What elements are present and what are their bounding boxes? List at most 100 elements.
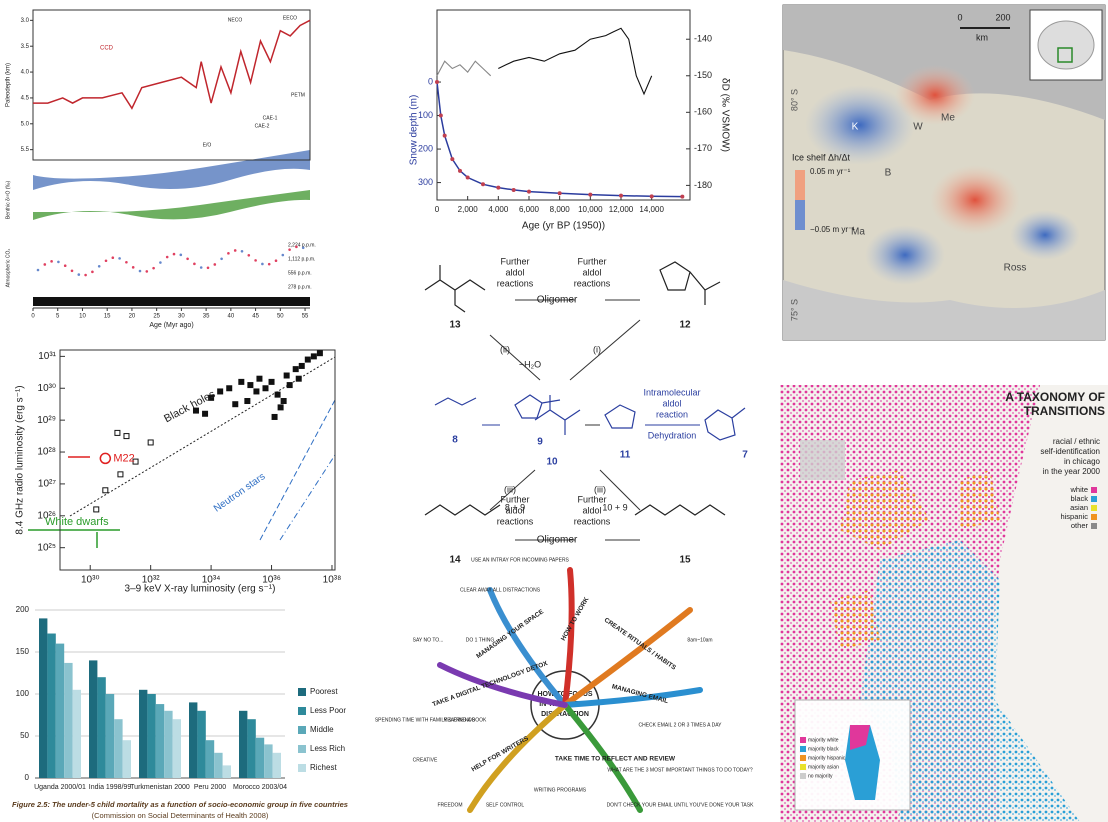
x-tick-label: 10,000 <box>578 205 603 214</box>
inset-legend-label: no majority <box>808 773 833 779</box>
co2-point <box>37 269 40 272</box>
step-label: (ii) <box>500 344 510 354</box>
compound-number: 15 <box>679 555 691 566</box>
x-tick-label: 10³⁸ <box>323 575 342 586</box>
black-hole-point <box>278 404 284 410</box>
bar <box>239 711 247 778</box>
bar <box>189 702 197 778</box>
co2-point <box>200 266 203 269</box>
black-hole-point <box>311 353 317 359</box>
event-label: CAE-1 <box>263 115 278 121</box>
map-blob <box>865 225 945 285</box>
bar <box>173 719 181 778</box>
co2-point <box>220 257 223 260</box>
x-tick-label: 25 <box>153 314 160 320</box>
co2-level: 2,224 p.p.m. <box>288 242 316 248</box>
m22-label: M22 <box>113 452 134 464</box>
series-point <box>450 157 454 161</box>
event-label: E/O <box>203 142 212 148</box>
molecule <box>605 405 635 428</box>
co2-point <box>105 259 108 262</box>
black-hole-point <box>253 388 259 394</box>
co2-point <box>288 248 291 251</box>
x-tick-label: 20 <box>129 314 136 320</box>
x-tick-label: 40 <box>228 314 235 320</box>
upper-limit-point <box>124 434 129 439</box>
x-tick-label: 30 <box>178 314 185 320</box>
legend-swatch <box>298 745 306 753</box>
place-label: Me <box>941 113 955 124</box>
black-hole-point <box>247 382 253 388</box>
co2-level: 1,112 p.p.m. <box>288 256 315 262</box>
x-tick-label: 14,000 <box>639 205 664 214</box>
co2-point <box>50 260 53 263</box>
y-tick-label: 10²⁷ <box>38 479 56 490</box>
co2-point <box>261 263 264 266</box>
latitude-label: 75° S <box>789 299 799 321</box>
caption: Figure 2.5: The under-5 child mortality … <box>12 800 348 809</box>
reaction-label: Intramolecular <box>643 387 700 397</box>
bar <box>273 753 281 778</box>
reaction-label: aldol <box>505 267 524 277</box>
reaction-label: aldol <box>505 505 524 515</box>
plot-frame <box>33 10 310 160</box>
mindmap-note: READING A BOOK <box>444 717 487 723</box>
molecule <box>660 262 720 305</box>
bar <box>206 740 214 778</box>
co2-point <box>159 261 162 264</box>
co2-level: 556 p.p.m. <box>288 270 312 276</box>
bar <box>156 704 164 778</box>
y-tick-label: 5.0 <box>21 121 30 127</box>
co2-point <box>125 261 128 264</box>
y2-axis-label: δD (‰ VSMOW) <box>719 78 730 152</box>
y-axis-label: Atmospheric CO₂ <box>5 249 11 288</box>
legend-label: hispanic <box>1060 512 1088 521</box>
x-tick-label: 5 <box>56 314 60 320</box>
co2-point <box>193 263 196 266</box>
x-tick-label: 8,000 <box>550 205 571 214</box>
y-tick-label: 100 <box>16 689 30 698</box>
event-label: PETM <box>291 92 305 98</box>
annotation: Neutron stars <box>212 471 267 514</box>
scale-label: km <box>976 32 988 42</box>
co2-point <box>166 256 169 259</box>
map-subtitle: racial / ethnic <box>1053 437 1100 446</box>
mindmap-note: DON'T CHECK YOUR EMAIL UNTIL YOU'VE DONE… <box>607 802 755 808</box>
legend-label: Poorest <box>310 687 338 696</box>
y-axis-label: Paleodepth (km) <box>6 63 12 107</box>
collage: 3.03.54.04.55.05.50510152025303540455055… <box>0 0 1108 822</box>
co2-point <box>146 270 149 273</box>
legend-swatch <box>298 707 306 715</box>
co2-point <box>241 250 244 253</box>
bar <box>114 719 122 778</box>
legend-label: white <box>1069 485 1088 494</box>
mindmap-note: 8am~10am <box>687 637 712 643</box>
black-hole-point <box>256 376 262 382</box>
black-hole-point <box>299 363 305 369</box>
map-subtitle: in chicago <box>1064 457 1101 466</box>
y2-tick-label: -170 <box>694 143 712 153</box>
map-blob <box>1010 210 1080 260</box>
legend-swatch <box>1091 523 1097 529</box>
y-tick-label: 10²⁹ <box>37 415 56 426</box>
bar <box>73 690 81 778</box>
map-title: A TAXONOMY OF <box>1005 390 1105 404</box>
latitude-label: 80° S <box>789 89 799 111</box>
step-label: (iii) <box>504 484 516 494</box>
x-tick-label: 35 <box>203 314 210 320</box>
x-tick-label: 0 <box>435 205 440 214</box>
y-tick-label: 0 <box>428 76 433 86</box>
bar <box>264 744 272 778</box>
x-tick-label: 6,000 <box>519 205 540 214</box>
reaction-label: Further <box>500 256 529 266</box>
mindmap-note: SELF CONTROL <box>486 802 525 808</box>
bar <box>97 677 105 778</box>
mindmap-note: WHAT ARE THE 3 MOST IMPORTANT THINGS TO … <box>607 767 752 773</box>
plot-frame <box>437 10 690 200</box>
legend-swatch <box>1091 505 1097 511</box>
series-line <box>437 61 491 76</box>
x-tick-label: 0 <box>31 314 35 320</box>
legend-label: other <box>1071 521 1089 530</box>
black-hole-point <box>232 401 238 407</box>
upper-limit-point <box>115 430 120 435</box>
